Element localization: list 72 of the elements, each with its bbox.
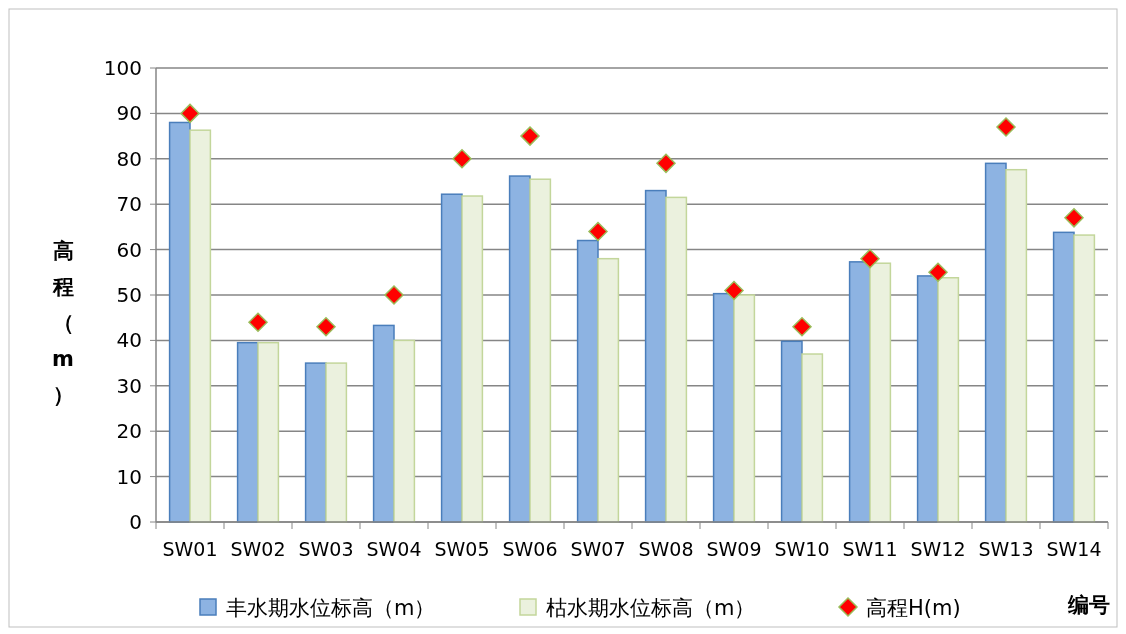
- legend-label: 枯水期水位标高（m）: [546, 596, 756, 621]
- y-tick-label: 90: [116, 101, 142, 126]
- y-tick-label: 20: [116, 419, 142, 444]
- x-tick-label: SW06: [502, 538, 558, 560]
- bar: [869, 262, 892, 523]
- bar: [665, 196, 688, 523]
- y-tick-label: 50: [116, 283, 142, 307]
- bar: [393, 339, 416, 523]
- point: [860, 248, 880, 269]
- bar: [440, 193, 463, 523]
- x-tick-label: SW03: [298, 538, 354, 560]
- y-axis-title: 高程（m）: [51, 239, 74, 407]
- x-tick-label: SW02: [230, 538, 286, 560]
- point: [996, 117, 1016, 137]
- bar: [576, 239, 599, 523]
- bar: [508, 175, 531, 523]
- bar: [801, 353, 824, 523]
- legend-label: 高程H(m): [866, 596, 961, 621]
- bar: [644, 189, 667, 523]
- x-tick-label: SW10: [774, 538, 830, 560]
- bar: [236, 341, 259, 523]
- point: [724, 280, 744, 301]
- legend-label: 丰水期水位标高（m）: [226, 596, 436, 621]
- y-tick-label: 0: [129, 510, 142, 534]
- point: [180, 103, 200, 124]
- bar: [733, 294, 756, 523]
- bar: [1073, 234, 1096, 523]
- x-tick-label: SW04: [366, 538, 422, 560]
- x-tick-label: SW11: [842, 538, 898, 560]
- y-tick-label: 100: [103, 56, 142, 80]
- x-tick-label: SW14: [1046, 538, 1102, 560]
- bar: [1052, 231, 1075, 523]
- point: [928, 262, 948, 283]
- point: [656, 153, 676, 174]
- bar: [597, 257, 620, 523]
- bar: [712, 292, 735, 523]
- point: [588, 221, 608, 242]
- bar: [1005, 168, 1028, 523]
- x-tick-label: SW09: [706, 538, 762, 560]
- x-tick-label: SW05: [434, 538, 490, 560]
- point: [316, 317, 336, 337]
- point: [452, 149, 472, 169]
- bar: [304, 362, 327, 523]
- point: [520, 126, 540, 146]
- x-axis-title: 编号: [1067, 593, 1110, 617]
- y-tick-label: 80: [116, 146, 142, 171]
- bar: [780, 340, 803, 523]
- bar: [984, 162, 1007, 523]
- point: [1064, 208, 1084, 228]
- bar: [937, 277, 960, 523]
- point: [248, 312, 268, 332]
- y-tick-label: 60: [116, 237, 142, 262]
- point: [384, 285, 404, 305]
- bar: [461, 195, 484, 523]
- bar: [189, 129, 212, 523]
- y-tick-label: 30: [116, 373, 142, 398]
- x-tick-label: SW08: [638, 538, 694, 560]
- y-tick-label: 70: [116, 192, 142, 217]
- bar: [848, 261, 871, 523]
- point: [792, 317, 812, 337]
- bar: [372, 324, 395, 523]
- y-tick-label: 40: [116, 328, 142, 353]
- bar: [168, 121, 191, 523]
- bar: [325, 362, 348, 523]
- bar: [529, 178, 552, 523]
- x-tick-label: SW01: [162, 538, 218, 560]
- x-tick-label: SW07: [570, 538, 626, 560]
- x-tick-label: SW13: [978, 538, 1034, 560]
- x-tick-label: SW12: [910, 538, 966, 560]
- y-tick-label: 10: [116, 464, 142, 489]
- bar: [916, 275, 939, 523]
- bar: [257, 341, 280, 523]
